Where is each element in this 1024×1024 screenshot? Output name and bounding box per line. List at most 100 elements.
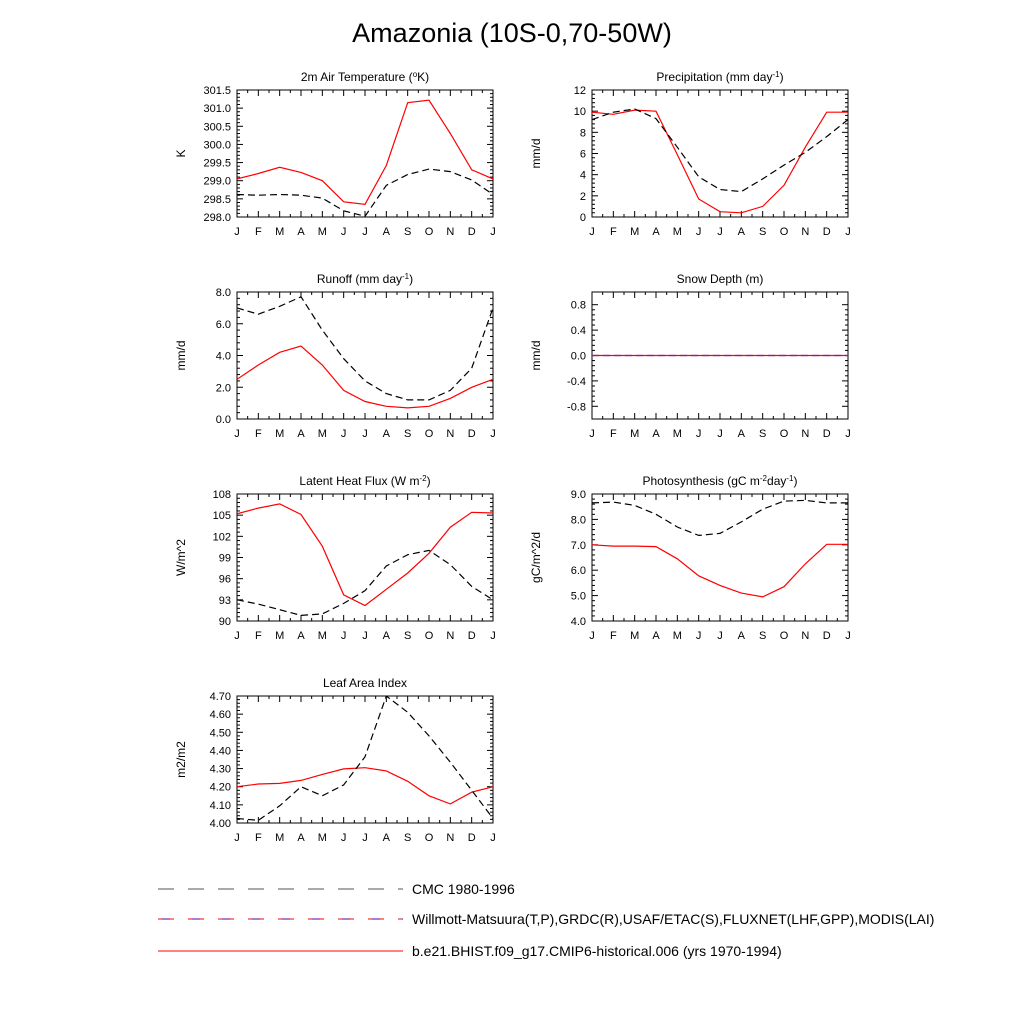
main-title: Amazonia (10S-0,70-50W) <box>352 18 672 48</box>
y-tick-label: 4.20 <box>210 782 231 794</box>
panel-3: Runoff (mm day-1)J F M A M J J A S O N D J0.02.04.06… <box>174 272 496 441</box>
y-tick-label: 105 <box>213 510 231 522</box>
x-tick-label: N <box>446 226 454 238</box>
y-tick-label: 102 <box>213 531 231 543</box>
y-tick-label: 299.5 <box>203 158 231 170</box>
y-tick-label: 301.5 <box>203 85 231 97</box>
x-tick-label: A <box>738 226 746 238</box>
x-tick-label: M <box>673 630 682 642</box>
y-axis-label: m2/m2 <box>174 741 188 778</box>
legend-entry: b.e21.BHIST.f09_g17.CMIP6-historical.006… <box>158 943 782 959</box>
x-tick-label: S <box>404 226 411 238</box>
y-tick-label: 301.0 <box>203 103 231 115</box>
y-tick-label: 7.0 <box>571 540 586 552</box>
x-tick-label: J <box>341 832 347 844</box>
x-tick-label: A <box>738 428 746 440</box>
x-tick-label: O <box>780 226 789 238</box>
legend-entry: Willmott-Matsuura(T,P),GRDC(R),USAF/ETAC… <box>158 911 934 927</box>
x-tick-label: J <box>717 630 723 642</box>
y-tick-label: 298.0 <box>203 212 231 224</box>
x-tick-label: S <box>404 428 411 440</box>
y-tick-label: 4.30 <box>210 764 231 776</box>
x-tick-label: N <box>446 428 454 440</box>
x-tick-label: S <box>759 226 766 238</box>
x-tick-label: A <box>652 630 660 642</box>
x-tick-label: J <box>845 630 851 642</box>
y-axis-label: K <box>174 149 188 157</box>
x-tick-label: J <box>341 630 347 642</box>
x-tick-label: A <box>652 226 660 238</box>
y-tick-label: 96 <box>219 574 231 586</box>
x-tick-label: F <box>610 226 617 238</box>
y-tick-label: 9.0 <box>571 489 586 501</box>
y-tick-label: 0.8 <box>571 300 586 312</box>
panel-5: Latent Heat Flux (W m-2)J F M A M J J A S O N D J909… <box>174 474 496 643</box>
x-tick-label: J <box>717 226 723 238</box>
legend-label: b.e21.BHIST.f09_g17.CMIP6-historical.006… <box>412 943 782 959</box>
y-tick-label: 2.0 <box>216 382 231 394</box>
x-tick-label: J <box>845 428 851 440</box>
x-tick-label: J <box>589 226 595 238</box>
y-tick-label: 99 <box>219 553 231 565</box>
plot-frame <box>591 493 849 622</box>
x-tick-label: M <box>318 428 327 440</box>
legend-label: CMC 1980-1996 <box>412 881 515 897</box>
x-tick-label: M <box>673 226 682 238</box>
panel-2: Precipitation (mm day-1)J F M A M J J A S O N D J024… <box>529 70 851 239</box>
x-tick-label: A <box>383 832 391 844</box>
x-tick-label: J <box>845 226 851 238</box>
x-tick-label: S <box>759 630 766 642</box>
series-line-obs <box>592 499 848 537</box>
y-tick-label: 4.00 <box>210 818 231 830</box>
x-tick-label: M <box>275 428 284 440</box>
x-tick-label: M <box>318 226 327 238</box>
x-tick-label: J <box>490 832 496 844</box>
panel-4: Snow Depth (m) J F M A M J J A S O N D J -0.8 -0.4 0.0 0.… <box>529 272 851 440</box>
x-tick-label: J <box>362 226 368 238</box>
y-tick-label: 0.4 <box>571 325 586 337</box>
y-tick-label: 4.50 <box>210 727 231 739</box>
y-tick-label: 300.5 <box>203 121 231 133</box>
y-tick-label: 4.60 <box>210 709 231 721</box>
x-tick-label: J <box>341 226 347 238</box>
x-tick-label: D <box>823 226 831 238</box>
x-tick-label: N <box>446 832 454 844</box>
series-line-model <box>592 543 848 598</box>
y-axis-label: mm/d <box>529 341 543 371</box>
x-tick-label: S <box>759 428 766 440</box>
x-tick-label: J <box>696 428 702 440</box>
plot-frame <box>236 493 494 622</box>
y-tick-label: -0.8 <box>567 401 586 413</box>
y-tick-label: 4.40 <box>210 745 231 757</box>
x-tick-label: M <box>275 226 284 238</box>
y-tick-label: 4.10 <box>210 800 231 812</box>
plot-frame <box>236 695 494 824</box>
x-tick-label: O <box>780 630 789 642</box>
x-tick-label: J <box>234 630 240 642</box>
panel-title: 2m Air Temperature (oK) <box>301 70 429 85</box>
x-tick-label: J <box>234 226 240 238</box>
x-tick-label: A <box>297 226 305 238</box>
y-axis-label: mm/d <box>529 139 543 169</box>
x-tick-label: J <box>362 630 368 642</box>
y-tick-label: 4.0 <box>216 351 231 363</box>
x-tick-label: J <box>490 226 496 238</box>
y-tick-label: 8 <box>580 127 586 139</box>
x-tick-label: N <box>446 630 454 642</box>
y-tick-label: 10 <box>574 106 586 118</box>
panel-title: Snow Depth (m) <box>677 272 764 286</box>
x-tick-label: A <box>297 428 305 440</box>
x-tick-label: J <box>696 630 702 642</box>
y-tick-label: 4 <box>580 170 586 182</box>
y-tick-label: 5.0 <box>571 591 586 603</box>
x-tick-label: J <box>490 630 496 642</box>
series-line-obs <box>237 549 493 617</box>
x-tick-label: A <box>652 428 660 440</box>
series-line-obs <box>237 296 493 401</box>
legend-entry: CMC 1980-1996 <box>158 881 515 897</box>
y-tick-label: 300.0 <box>203 139 231 151</box>
y-axis-label: gC/m^2/d <box>529 532 543 583</box>
x-tick-label: O <box>780 428 789 440</box>
panel-6: Photosynthesis (gC m-2day-1) J F M A M J J A S O N D… <box>529 474 851 643</box>
